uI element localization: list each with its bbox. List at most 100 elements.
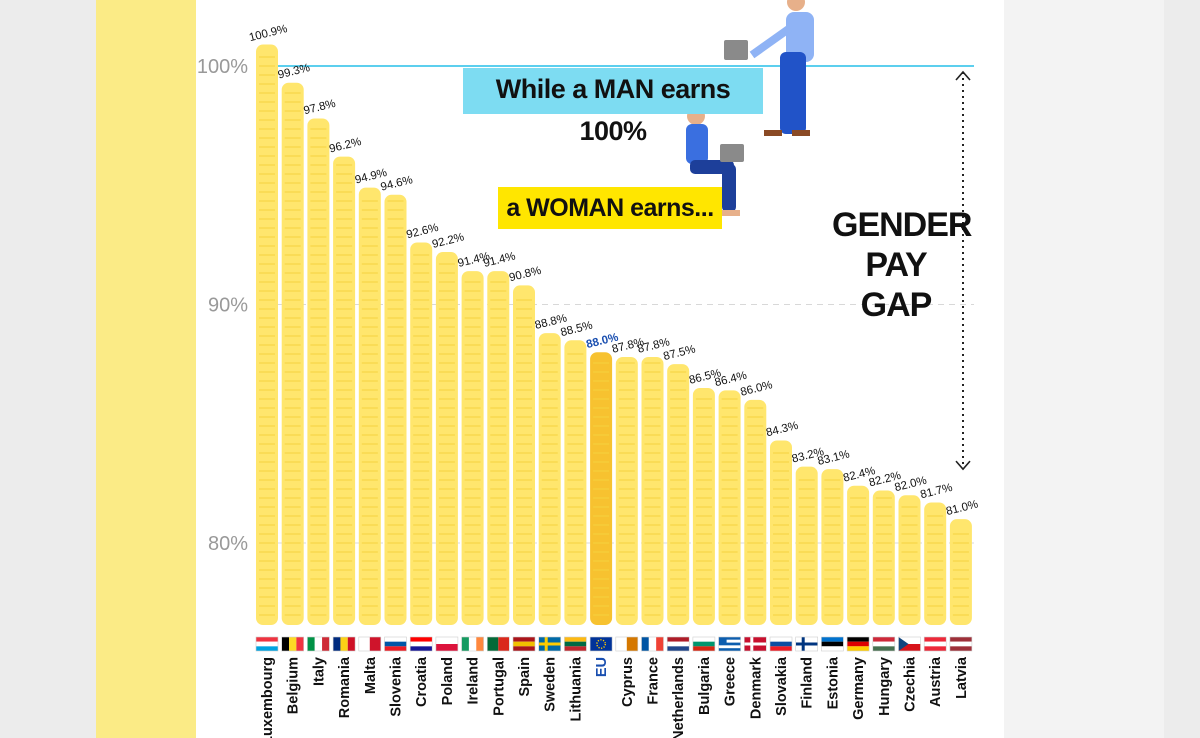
gap-label-line-2: PAY GAP xyxy=(860,246,933,324)
flag-malta xyxy=(358,636,382,652)
category-label-germany: Germany xyxy=(851,657,867,720)
y-tick-label: 100% xyxy=(197,56,248,78)
category-label-croatia: Croatia xyxy=(414,656,430,707)
flag-ireland xyxy=(461,636,484,652)
pay-gap-arrow xyxy=(955,70,971,471)
flag-romania xyxy=(332,636,356,652)
bar-belgium xyxy=(281,82,304,625)
flag-czechia xyxy=(898,636,921,652)
category-label-austria: Austria xyxy=(928,656,944,707)
bar-malta xyxy=(358,187,381,625)
bar-estonia xyxy=(821,469,844,625)
category-label-slovenia: Slovenia xyxy=(389,656,405,717)
category-label-eu: EU xyxy=(594,657,610,677)
pay-gap-bar-chart: 100.9%99.3%97.8%96.2%94.9%94.6%92.6%92.2… xyxy=(197,0,979,738)
category-label-bulgaria: Bulgaria xyxy=(697,656,713,715)
man-with-laptop-illustration xyxy=(724,0,814,136)
category-label-greece: Greece xyxy=(723,657,739,706)
flag-poland xyxy=(435,636,459,652)
bar-bulgaria xyxy=(692,387,715,625)
category-label-belgium: Belgium xyxy=(286,657,302,714)
flag-estonia xyxy=(821,636,844,652)
bar-poland xyxy=(435,252,458,625)
bar-sweden xyxy=(538,333,561,625)
category-label-czechia: Czechia xyxy=(903,656,919,712)
category-label-denmark: Denmark xyxy=(748,656,764,719)
value-label-romania: 96.2% xyxy=(328,136,363,156)
bar-italy xyxy=(307,118,330,625)
background-blur-right xyxy=(1004,0,1164,738)
bar-denmark xyxy=(744,399,767,625)
value-label-slovakia: 84.3% xyxy=(765,420,800,440)
bar-lithuania xyxy=(564,340,587,625)
y-tick-label: 80% xyxy=(208,533,248,555)
category-label-portugal: Portugal xyxy=(491,657,507,716)
bar-croatia xyxy=(410,242,433,626)
bar-austria xyxy=(924,502,947,625)
flag-slovenia xyxy=(384,636,407,652)
flag-eu xyxy=(589,636,613,652)
bar-latvia xyxy=(949,519,972,625)
bar-slovenia xyxy=(384,194,407,626)
category-label-malta: Malta xyxy=(363,656,379,694)
gap-label-line-1: GENDER xyxy=(832,206,972,244)
category-label-finland: Finland xyxy=(800,657,816,709)
bar-cyprus xyxy=(615,356,638,625)
value-label-luxembourg: 100.9% xyxy=(248,23,289,44)
category-label-slovakia: Slovakia xyxy=(774,656,790,716)
value-label-belgium: 99.3% xyxy=(277,62,312,82)
category-label-romania: Romania xyxy=(337,656,353,718)
flag-greece xyxy=(718,636,741,652)
flag-hungary xyxy=(872,636,896,652)
bar-germany xyxy=(847,485,870,625)
category-label-sweden: Sweden xyxy=(543,657,559,712)
bar-hungary xyxy=(872,490,895,625)
flag-cyprus xyxy=(615,636,639,652)
flag-lithuania xyxy=(564,636,587,652)
flag-netherlands xyxy=(666,636,690,652)
woman-with-laptop-illustration xyxy=(686,107,744,216)
category-label-poland: Poland xyxy=(440,657,456,705)
category-label-estonia: Estonia xyxy=(825,656,841,709)
category-label-hungary: Hungary xyxy=(877,657,893,716)
bar-greece xyxy=(718,390,741,625)
bar-portugal xyxy=(487,271,510,625)
flag-sweden xyxy=(538,636,562,652)
bar-eu xyxy=(590,352,613,625)
flag-germany xyxy=(846,636,870,652)
category-label-latvia: Latvia xyxy=(954,656,970,699)
bar-spain xyxy=(513,285,535,625)
category-label-netherlands: Netherlands xyxy=(671,657,687,738)
flag-croatia xyxy=(409,636,433,652)
bar-ireland xyxy=(461,271,484,625)
flag-denmark xyxy=(743,636,767,652)
y-tick-label: 90% xyxy=(208,295,248,317)
bar-france xyxy=(641,356,664,625)
woman-earns-callout: a WOMAN earns... xyxy=(498,187,722,229)
flag-spain xyxy=(512,636,536,652)
bar-romania xyxy=(333,156,356,625)
bar-netherlands xyxy=(667,364,690,625)
bar-finland xyxy=(795,466,818,625)
bar-slovakia xyxy=(770,440,792,625)
man-earns-callout: While a MAN earns 100% xyxy=(463,68,763,146)
flag-latvia xyxy=(949,636,973,652)
category-label-lithuania: Lithuania xyxy=(568,656,584,721)
category-label-luxembourg: Luxembourg xyxy=(260,657,276,738)
flag-slovakia xyxy=(769,636,793,652)
flag-bulgaria xyxy=(692,636,716,652)
flag-portugal xyxy=(486,636,510,652)
flag-belgium xyxy=(281,636,304,652)
value-label-italy: 97.8% xyxy=(302,98,337,118)
category-label-spain: Spain xyxy=(517,657,533,696)
flag-italy xyxy=(307,636,330,652)
bar-luxembourg xyxy=(256,44,278,626)
category-label-ireland: Ireland xyxy=(466,657,482,705)
category-label-france: France xyxy=(646,657,662,705)
gender-pay-gap-label: GENDER PAY GAP xyxy=(832,205,972,325)
bar-czechia xyxy=(898,495,921,625)
flag-austria xyxy=(923,636,947,652)
value-label-spain: 90.8% xyxy=(508,265,543,285)
flag-france xyxy=(641,636,664,652)
chart-card: 100.9% 99.3% 97.8% 96.2% 94.9% 94.6% 92.6% 92.2… xyxy=(196,0,1004,738)
